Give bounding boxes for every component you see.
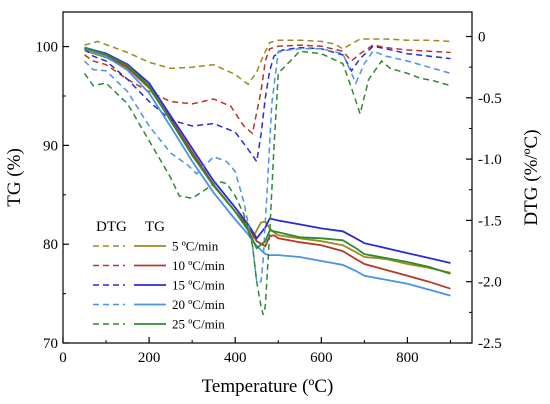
- dtg-line-5: [83, 50, 451, 315]
- dtg-line-2: [84, 44, 451, 135]
- y-right-tick-label: -2.0: [478, 275, 502, 291]
- x-tick-label: 200: [138, 350, 161, 366]
- legend-label: 15 ºC/min: [172, 278, 225, 293]
- y-right-tick-label: -1.0: [478, 152, 502, 168]
- legend-label: 5 ºC/min: [172, 239, 219, 254]
- y-axis-right-label: DTG (%/ºC): [521, 129, 542, 225]
- dtg-line-1: [84, 38, 451, 86]
- x-tick-label: 800: [396, 350, 419, 366]
- y-left-tick-label: 100: [36, 40, 59, 56]
- dtg-line-3: [84, 45, 451, 164]
- legend-header-tg: TG: [145, 219, 165, 235]
- y-left-tick-label: 70: [43, 336, 58, 352]
- tg-line-5: [84, 46, 451, 275]
- y-right-tick-label: -0.5: [478, 91, 502, 107]
- tg-line-3: [84, 46, 451, 264]
- x-tick-label: 400: [224, 350, 247, 366]
- legend: DTG TG 5 ºC/min 10 ºC/min 15 ºC/min 20 ºC/m…: [93, 219, 225, 332]
- dtg-line-4: [83, 48, 451, 283]
- legend-label: 25 ºC/min: [172, 317, 225, 332]
- x-axis-label: Temperature (ºC): [202, 376, 334, 397]
- y-left-tick-label: 80: [43, 237, 58, 253]
- x-tick-label: 600: [310, 350, 333, 366]
- legend-header-dtg: DTG: [96, 219, 127, 235]
- y-right-tick-label: -1.5: [478, 213, 502, 229]
- tg-line-4: [84, 47, 451, 297]
- legend-label: 20 ºC/min: [172, 297, 225, 312]
- y-axis-left-label: TG (%): [4, 148, 25, 207]
- plot-frame: [62, 11, 473, 344]
- y-right-tick-label: -2.5: [478, 336, 502, 352]
- y-right-tick-label: 0: [478, 30, 486, 46]
- legend-label: 10 ºC/min: [172, 258, 225, 273]
- y-left-tick-label: 90: [43, 138, 58, 154]
- x-tick-label: 0: [59, 350, 67, 366]
